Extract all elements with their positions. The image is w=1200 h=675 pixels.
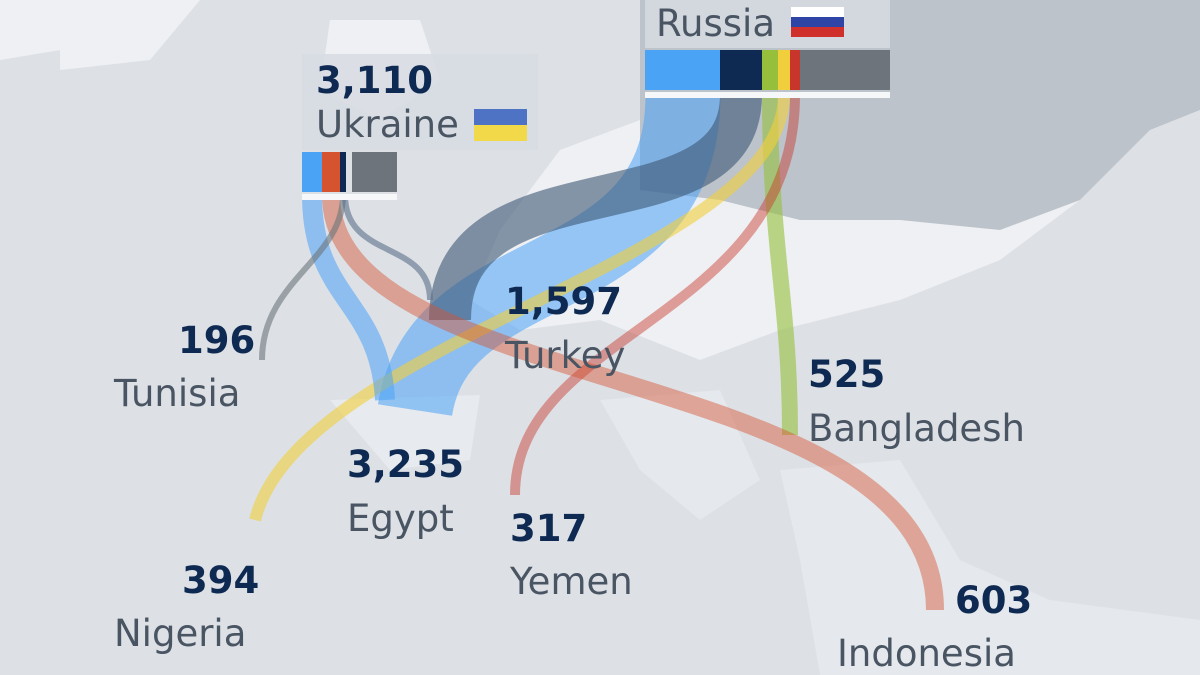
importer-value-egypt: 3,235 — [347, 443, 465, 486]
importer-value-tunisia: 196 — [178, 319, 256, 362]
flow-russia-turkey — [429, 93, 762, 322]
importer-name-indonesia: Indonesia — [837, 632, 1016, 675]
importer-name-egypt: Egypt — [347, 497, 454, 540]
flow-ukraine-egypt — [302, 194, 395, 401]
exporter-name-russia: Russia — [656, 2, 776, 45]
exporter-value-ukraine: 3,110 — [316, 59, 434, 102]
importer-value-turkey: 1,597 — [505, 280, 623, 323]
flows — [249, 93, 944, 611]
russia-flag-icon — [791, 7, 844, 37]
flow-ukraine-turkey — [342, 194, 433, 301]
flow-russia-nigeria — [249, 94, 790, 522]
importer-value-indonesia: 603 — [955, 579, 1033, 622]
flow-ukraine-tunisia — [259, 194, 346, 361]
importer-value-yemen: 317 — [510, 507, 588, 550]
importer-name-nigeria: Nigeria — [114, 612, 247, 655]
importer-name-bangladesh: Bangladesh — [808, 407, 1025, 450]
importer-value-bangladesh: 525 — [808, 353, 886, 396]
flow-russia-yemen — [510, 94, 800, 496]
ukraine-flag-icon — [474, 109, 527, 141]
flow-ukraine-indonesia — [322, 194, 944, 611]
ukraine-bar — [302, 152, 397, 200]
exporter-name-ukraine: Ukraine — [316, 103, 459, 146]
importer-name-yemen: Yemen — [510, 560, 633, 603]
russia-panel — [645, 0, 890, 48]
importer-name-turkey: Turkey — [505, 334, 626, 377]
russia-bar — [645, 50, 890, 98]
importer-name-tunisia: Tunisia — [114, 372, 241, 415]
importer-value-nigeria: 394 — [182, 559, 260, 602]
